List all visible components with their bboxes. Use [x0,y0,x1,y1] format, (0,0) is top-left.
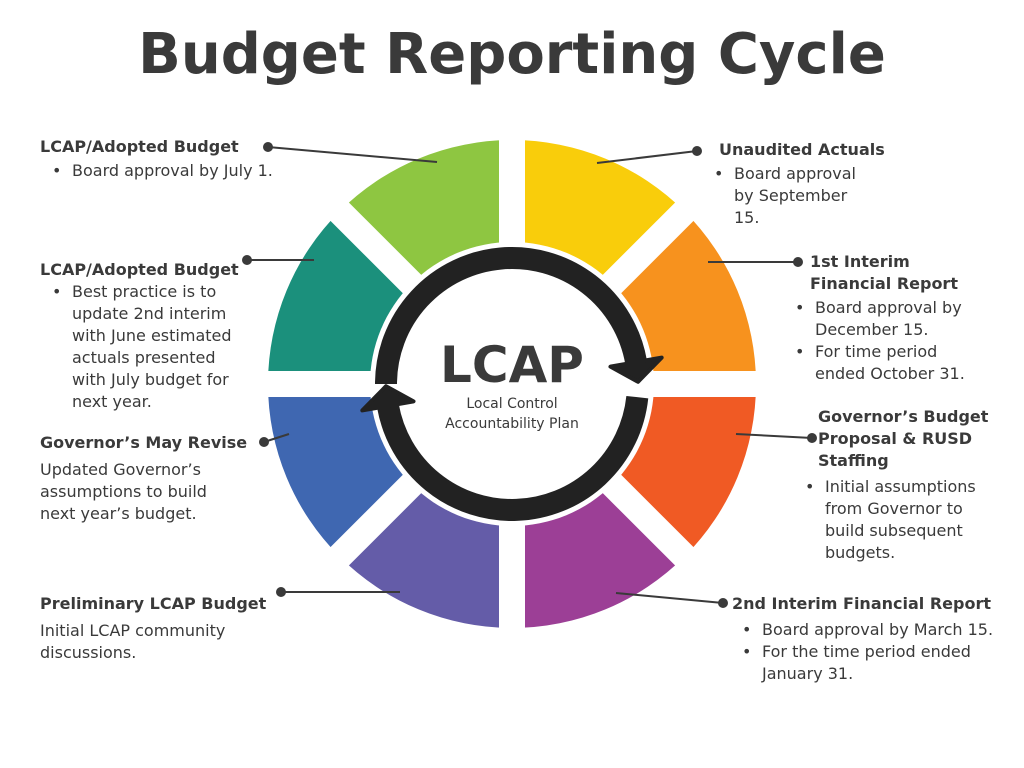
stage-first-interim: 1st Interim Financial Report Board appro… [795,251,1010,385]
cycle-arrow-bottom [377,395,649,521]
stage-bullet: For time period ended October 31. [783,341,1010,385]
stage-bullet: Board approval by July 1. [40,160,280,182]
stage-text: Updated Governor’s assumptions to build … [40,460,207,523]
stage-title: Preliminary LCAP Budget [40,594,267,613]
leader-adopted-best [242,255,314,265]
stage-title: Unaudited Actuals [719,140,885,159]
stage-bullet: Board approval by September 15. [702,163,899,229]
leader-first-interim [708,257,803,267]
stage-bullet: Board approval by December 15. [783,297,1010,341]
stage-title: Governor’s Budget Proposal & RUSD Staffi… [818,407,989,470]
stage-bullet: Initial assumptions from Governor to bui… [793,476,1018,564]
center-circle [370,242,654,526]
stage-bullet: Best practice is to update 2nd interim w… [40,281,260,413]
stage-may-revise: Governor’s May Revise Updated Governor’s… [40,432,260,525]
stage-text: Initial LCAP community discussions. [40,621,226,662]
stage-bullet: For the time period ended January 31. [730,641,1022,685]
leader-adopted-july [263,142,438,163]
stage-title: 1st Interim Financial Report [810,252,958,293]
stage-title: LCAP/Adopted Budget [40,260,239,279]
stage-title: LCAP/Adopted Budget [40,137,239,156]
center-title: LCAP [440,336,584,394]
center-subtitle: Local Control Accountability Plan [445,396,579,432]
arrowhead-left-icon [360,384,416,413]
stage-unaudited: Unaudited Actuals Board approval by Sept… [714,139,899,229]
stage-second-interim: 2nd Interim Financial Report Board appro… [732,593,1022,685]
stage-title: 2nd Interim Financial Report [732,594,991,613]
stage-adopted-best: LCAP/Adopted Budget Best practice is to … [40,259,260,413]
leader-governors-budget [735,433,817,443]
page-title: Budget Reporting Cycle [138,22,886,87]
stage-governors-budget: Governor’s Budget Proposal & RUSD Staffi… [805,406,1018,564]
leader-may-revise [259,433,290,447]
leader-second-interim [615,592,728,608]
leader-preliminary [276,587,400,597]
stage-preliminary: Preliminary LCAP Budget Initial LCAP com… [40,593,280,664]
stage-title: Governor’s May Revise [40,433,248,452]
stage-adopted-july: LCAP/Adopted Budget Board approval by Ju… [40,136,280,182]
leader-unaudited [596,146,702,164]
arrowhead-right-icon [608,355,664,384]
cycle-arrow-top [375,247,647,385]
stage-bullet: Board approval by March 15. [730,619,1022,641]
